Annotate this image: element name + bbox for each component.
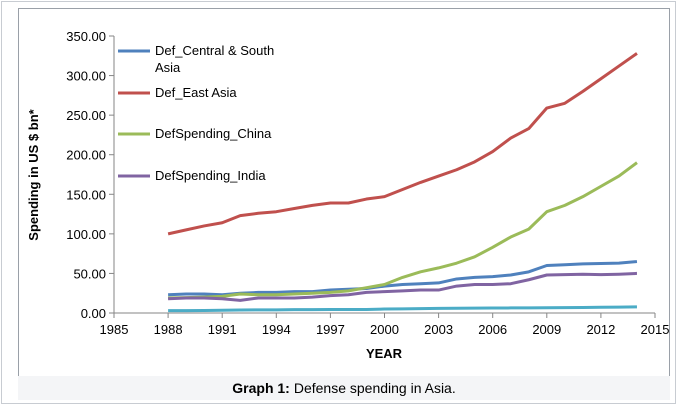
x-tick-label: 1991 [208,322,237,337]
series-line [168,271,638,302]
x-tick-label: 2009 [532,322,561,337]
y-tick-label: 200.00 [66,148,106,163]
x-tick-label: 2015 [641,322,670,337]
caption-label: Graph 1: [232,380,290,396]
y-tick-label: 300.00 [66,69,106,84]
legend-label: DefSpending_China [155,126,272,141]
series-line [167,52,638,236]
x-tick-label: 2006 [478,322,507,337]
legend-label: Def_Central & South Asia [155,43,275,75]
series-line [168,161,638,300]
y-axis-label: Spending in US $ bn* [26,108,41,240]
y-tick-label: 50.00 [73,266,106,281]
x-tick-label: 1997 [316,322,345,337]
caption: Graph 1: Defense spending in Asia. [18,376,670,400]
y-tick-label: 250.00 [66,108,106,123]
y-tick-label: 100.00 [66,227,106,242]
legend-label: Def_East Asia [155,85,237,100]
x-tick-label: 2012 [586,322,615,337]
x-tick-label: 1988 [154,322,183,337]
x-axis-label: YEAR [366,346,403,361]
series-line [168,305,637,313]
x-tick-label: 2000 [370,322,399,337]
y-tick-label: 350.00 [66,29,106,44]
x-tick-label: 1985 [100,322,129,337]
x-tick-label: 2003 [424,322,453,337]
caption-text: Defense spending in Asia. [293,380,456,396]
y-tick-label: 150.00 [66,187,106,202]
chart-frame [18,8,670,377]
x-tick-label: 1994 [262,322,291,337]
legend-label: DefSpending_India [155,168,266,183]
y-tick-label: 0.00 [81,306,106,321]
